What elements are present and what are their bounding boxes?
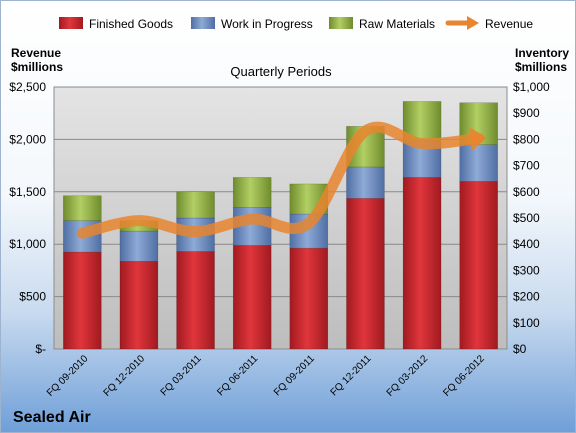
category-label: FQ 03-2012 <box>385 353 431 399</box>
category-label: FQ 06-2012 <box>441 353 487 399</box>
bar-segment <box>63 195 102 221</box>
category-label: FQ 03-2011 <box>159 353 204 398</box>
right-tick-label: $700 <box>513 159 540 173</box>
legend-swatch-raw-materials <box>329 17 353 29</box>
left-tick-label: $- <box>35 342 46 356</box>
left-tick-label: $500 <box>19 290 46 304</box>
legend: Finished Goods Work in Progress Raw Mate… <box>59 16 533 31</box>
company-name: Sealed Air <box>13 409 91 426</box>
left-tick-label: $1,500 <box>9 185 46 199</box>
right-tick-label: $1,000 <box>513 80 550 94</box>
right-tick-label: $800 <box>513 132 540 146</box>
category-label: FQ 09-2010 <box>45 353 91 399</box>
right-tick-label: $300 <box>513 263 540 277</box>
legend-label-revenue: Revenue <box>485 17 533 31</box>
legend-label-finished-goods: Finished Goods <box>89 17 173 31</box>
bar-segment <box>176 251 215 350</box>
category-labels: FQ 09-2010 FQ 12-2010 FQ 03-2011 FQ 06-2011… <box>45 353 487 399</box>
category-label: FQ 09-2011 <box>272 353 317 398</box>
right-axis-ticks: $0 $100 $200 $300 $400 $500 $600 $700 $800 $900 $1… <box>513 80 550 356</box>
bar-series <box>63 101 498 350</box>
revenue-line <box>76 121 485 239</box>
bar-segment <box>346 198 385 350</box>
chart-title: Quarterly Periods <box>230 64 332 79</box>
right-axis-title-line1: Inventory <box>515 46 569 60</box>
bar-segment <box>63 251 102 350</box>
legend-swatch-revenue <box>445 16 479 30</box>
bar-segment <box>402 177 442 350</box>
bar-segment <box>232 177 272 208</box>
right-tick-label: $200 <box>513 290 540 304</box>
bar-segment <box>346 166 385 199</box>
revenue-line-series <box>76 121 487 239</box>
left-axis-title-line1: Revenue <box>11 46 61 60</box>
category-label: FQ 12-2010 <box>102 353 148 399</box>
bar-segment <box>459 181 498 350</box>
legend-swatch-finished-goods <box>59 17 83 29</box>
bar-segment <box>119 260 159 350</box>
right-tick-label: $900 <box>513 106 540 120</box>
right-tick-label: $400 <box>513 237 540 251</box>
series-finished-goods <box>63 177 498 350</box>
right-tick-label: $500 <box>513 211 540 225</box>
legend-label-raw-materials: Raw Materials <box>359 17 435 31</box>
left-tick-label: $2,500 <box>9 80 46 94</box>
category-label: FQ 06-2011 <box>215 353 260 398</box>
revenue-arrowhead <box>469 127 487 152</box>
bar-segment <box>119 230 159 262</box>
legend-swatch-work-in-progress <box>191 17 215 29</box>
bar-segment <box>176 191 215 219</box>
category-label: FQ 12-2011 <box>329 353 374 398</box>
right-tick-label: $100 <box>513 316 540 330</box>
bar-segment <box>232 245 272 350</box>
left-axis-title-line2: $millions <box>11 60 63 74</box>
right-tick-label: $600 <box>513 185 540 199</box>
left-tick-label: $1,000 <box>9 237 46 251</box>
left-tick-label: $2,000 <box>9 132 46 146</box>
bar-segment <box>459 144 498 182</box>
legend-label-work-in-progress: Work in Progress <box>221 17 313 31</box>
bar-segment <box>289 247 329 350</box>
right-tick-label: $0 <box>513 342 527 356</box>
right-axis-title-line2: $millions <box>515 60 567 74</box>
left-axis-ticks: $- $500 $1,000 $1,500 $2,000 $2,500 <box>9 80 46 356</box>
